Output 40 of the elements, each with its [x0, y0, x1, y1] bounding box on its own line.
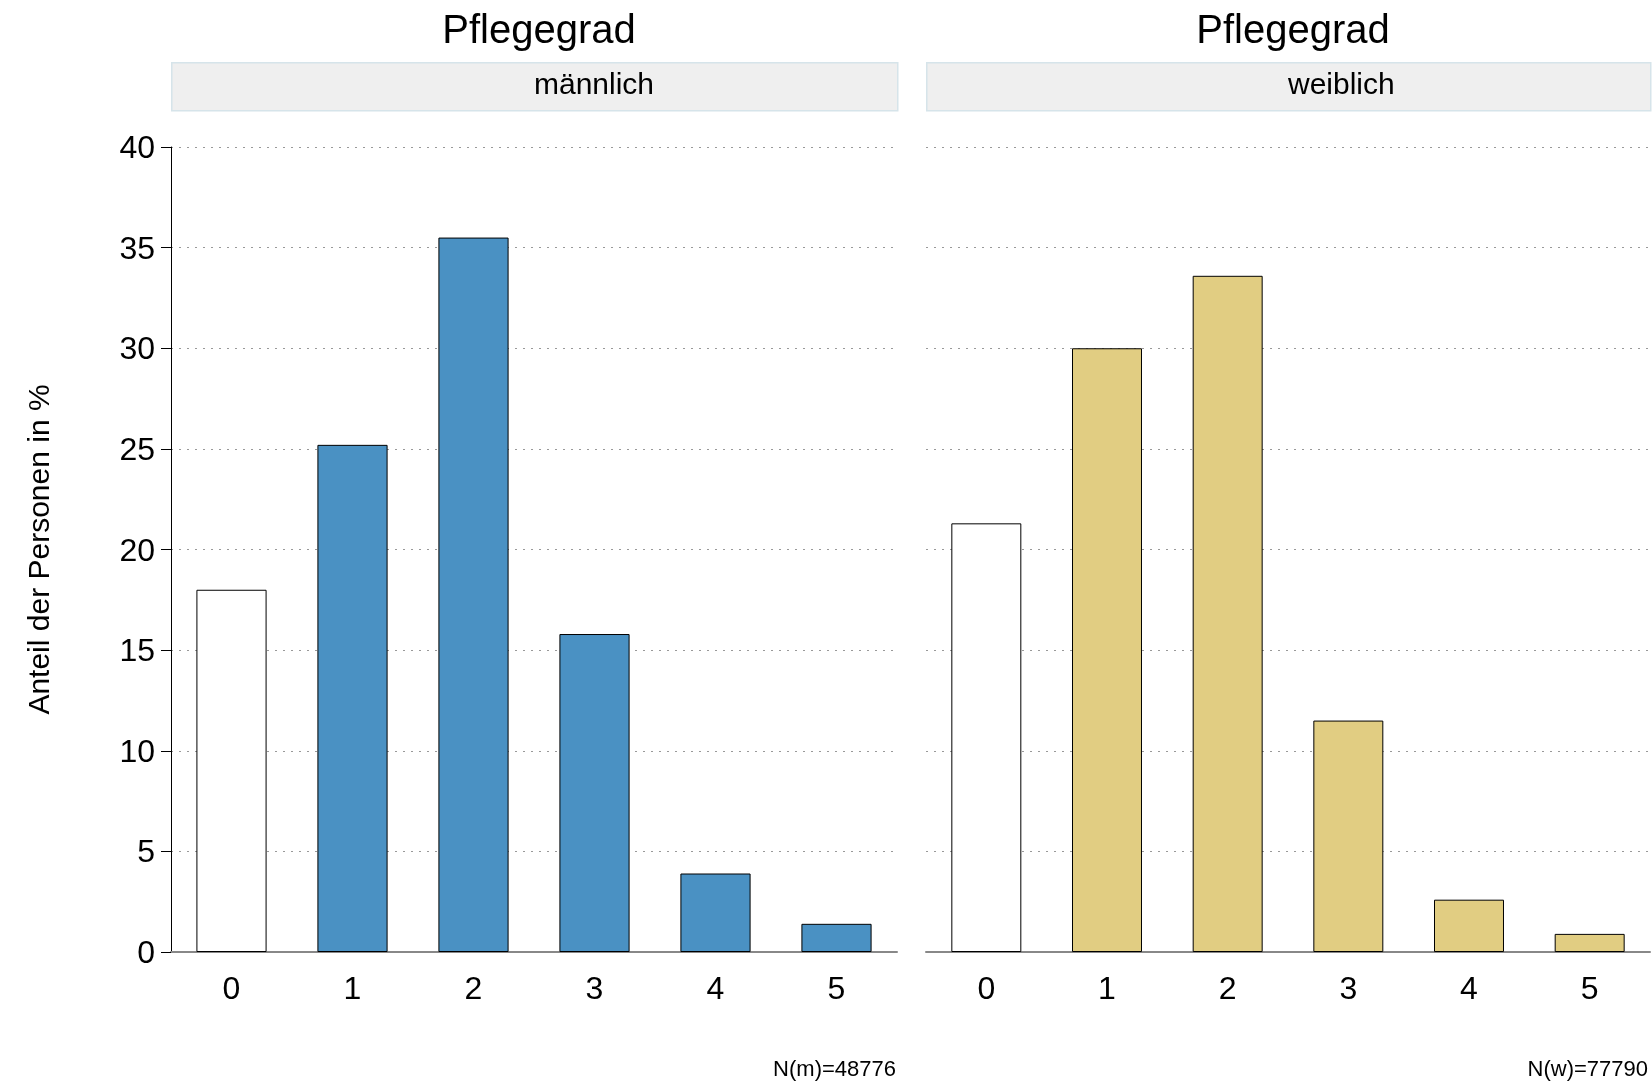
x-tick-label: 5 [1580, 970, 1599, 1006]
bar [801, 923, 872, 952]
text: N(m)=48776 [773, 1055, 896, 1081]
x-tick-label: 3 [1339, 970, 1358, 1006]
x-tick-label: 4 [706, 970, 725, 1006]
chart-subtitle: männlich [534, 66, 655, 100]
y-tick-label: 35 [119, 229, 155, 266]
x-tick-label: 0 [222, 970, 241, 1006]
bar [317, 444, 388, 952]
bar [1434, 899, 1504, 952]
y-axis-title: Anteil der Personen in % [21, 384, 55, 715]
y-tick-label: 0 [137, 934, 155, 970]
x-tick-label: 3 [585, 970, 604, 1006]
y-tick-label: 15 [119, 632, 155, 669]
bar [1313, 720, 1384, 952]
chart-title: Pflegegrad [1196, 7, 1390, 51]
text: N(w)=77790 [1527, 1055, 1648, 1081]
y-tick-label: 25 [119, 430, 155, 467]
bar [196, 589, 267, 952]
bar [1072, 348, 1142, 952]
y-tick-label: 10 [119, 732, 155, 769]
bar [1554, 933, 1625, 952]
y-tick-label: 20 [119, 531, 155, 568]
bar [438, 237, 509, 952]
x-tick-label: 1 [1098, 970, 1116, 1006]
y-tick-label: 30 [119, 330, 155, 367]
x-tick-label: 2 [1218, 970, 1237, 1006]
bar [1192, 275, 1263, 952]
chart-subtitle: weiblich [1287, 66, 1395, 100]
y-tick-label: 5 [137, 833, 155, 870]
y-tick-label: 40 [119, 129, 155, 165]
bar [559, 634, 630, 952]
chart-title: Pflegegrad [442, 7, 636, 51]
bar [680, 873, 751, 952]
x-tick-label: 0 [977, 970, 996, 1006]
x-tick-label: 4 [1460, 970, 1478, 1006]
x-tick-label: 5 [827, 970, 846, 1006]
x-tick-label: 2 [464, 970, 483, 1006]
x-tick-label: 1 [343, 970, 362, 1006]
bar [951, 523, 1022, 952]
